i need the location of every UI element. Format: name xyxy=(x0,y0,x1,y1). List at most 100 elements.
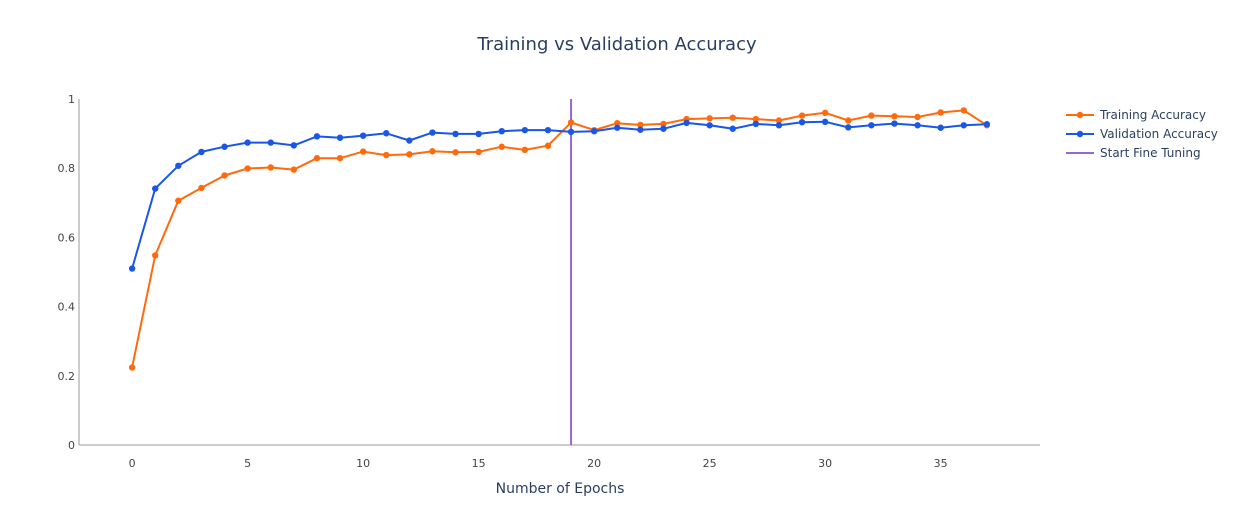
data-point xyxy=(521,146,529,154)
data-point xyxy=(821,118,829,126)
data-point xyxy=(198,184,205,192)
data-point xyxy=(175,197,182,204)
data-point xyxy=(198,148,205,156)
data-point xyxy=(221,143,228,150)
series-validation xyxy=(128,118,991,272)
data-point xyxy=(290,142,298,149)
data-point xyxy=(544,142,552,149)
data-point xyxy=(960,122,967,129)
data-point xyxy=(937,109,944,116)
x-axis-title: Number of Epochs xyxy=(496,481,625,497)
data-point xyxy=(128,265,136,272)
y-tick-label: 0.6 xyxy=(58,231,76,244)
data-point xyxy=(775,122,783,129)
data-point xyxy=(729,114,736,121)
data-point xyxy=(868,112,875,119)
legend-item[interactable]: Start Fine Tuning xyxy=(1066,146,1201,160)
data-point xyxy=(359,132,367,139)
data-point xyxy=(845,117,852,124)
x-tick-label: 35 xyxy=(934,457,948,470)
legend-marker xyxy=(1076,111,1084,119)
data-point xyxy=(498,143,505,150)
data-point xyxy=(821,109,829,117)
data-point xyxy=(452,130,459,138)
data-point xyxy=(429,129,436,136)
data-point xyxy=(313,133,321,140)
data-point xyxy=(660,125,667,132)
data-point xyxy=(683,119,690,127)
legend-item[interactable]: Validation Accuracy xyxy=(1066,127,1218,141)
data-point xyxy=(475,130,482,138)
data-point xyxy=(798,112,806,119)
data-point xyxy=(567,119,575,126)
data-point xyxy=(544,126,552,134)
x-tick-label: 30 xyxy=(818,457,832,470)
data-point xyxy=(359,148,367,155)
data-point xyxy=(590,127,598,135)
data-point xyxy=(614,120,621,127)
data-point xyxy=(290,166,298,173)
x-tick-label: 5 xyxy=(244,457,251,470)
x-tick-label: 10 xyxy=(356,457,370,470)
data-point xyxy=(983,121,991,128)
legend-label: Start Fine Tuning xyxy=(1100,146,1201,160)
data-point xyxy=(798,118,806,126)
data-point xyxy=(845,124,852,131)
data-point xyxy=(152,252,159,259)
data-point xyxy=(313,154,321,162)
data-point xyxy=(383,130,390,137)
series-training xyxy=(128,107,991,371)
data-point xyxy=(475,148,482,156)
legend-item[interactable]: Training Accuracy xyxy=(1066,108,1206,122)
legend-marker xyxy=(1076,130,1084,138)
x-tick-label: 15 xyxy=(472,457,486,470)
data-point xyxy=(914,122,921,129)
data-point xyxy=(152,185,159,192)
legend[interactable]: Training Accuracy Validation Accuracy Star… xyxy=(1066,108,1218,160)
data-point xyxy=(175,162,182,169)
data-point xyxy=(660,120,667,128)
data-point xyxy=(267,139,274,146)
y-tick-label: 1 xyxy=(68,93,75,106)
series-line xyxy=(131,120,987,269)
data-point xyxy=(406,137,413,144)
data-point xyxy=(244,165,251,172)
chart-title: Training vs Validation Accuracy xyxy=(476,34,757,55)
x-tick-labels: 0 5 10 15 20 25 30 35 xyxy=(129,457,948,470)
data-point xyxy=(960,107,967,114)
data-point xyxy=(521,126,529,134)
data-point xyxy=(729,125,736,132)
x-tick-label: 0 xyxy=(129,457,136,470)
y-tick-label: 0.4 xyxy=(58,301,76,314)
data-point xyxy=(452,149,459,156)
data-point xyxy=(637,126,644,133)
y-tick-label: 0 xyxy=(68,439,75,452)
data-point xyxy=(868,122,875,129)
data-point xyxy=(706,122,713,129)
data-point xyxy=(752,120,760,128)
x-tick-label: 25 xyxy=(703,457,717,470)
legend-label: Training Accuracy xyxy=(1099,108,1206,122)
data-point xyxy=(614,124,621,131)
data-point xyxy=(221,172,228,179)
data-point xyxy=(267,164,274,171)
data-point xyxy=(891,120,898,127)
data-point xyxy=(406,151,413,158)
series-layer xyxy=(128,107,991,371)
data-point xyxy=(128,364,136,371)
data-point xyxy=(775,117,783,124)
data-point xyxy=(383,151,390,159)
data-point xyxy=(937,124,944,131)
y-tick-label: 0.8 xyxy=(58,162,76,175)
data-point xyxy=(498,127,505,135)
data-point xyxy=(706,115,713,122)
data-point xyxy=(637,121,644,129)
data-point xyxy=(752,115,760,123)
data-point xyxy=(914,113,921,121)
data-point xyxy=(336,134,344,141)
x-tick-label: 20 xyxy=(587,457,601,470)
data-point xyxy=(567,128,575,136)
data-point xyxy=(891,113,898,120)
data-point xyxy=(336,154,344,162)
